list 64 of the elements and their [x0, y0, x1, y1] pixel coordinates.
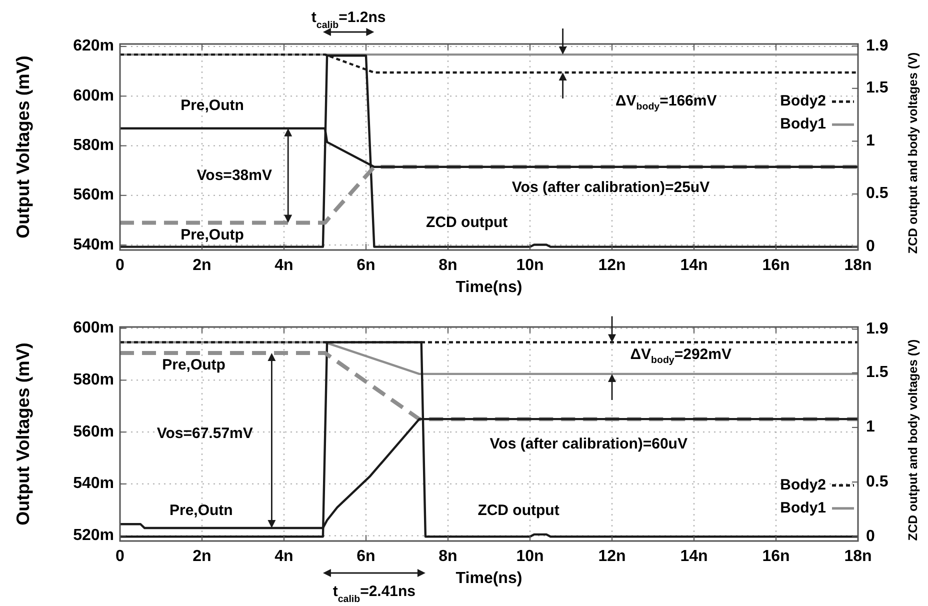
- x-tick-label: 2n: [192, 548, 212, 565]
- legend-label: Body1: [780, 499, 826, 516]
- y2-tick-label: 0: [866, 238, 875, 256]
- y-tick-label: 540m: [73, 475, 114, 492]
- y-tick-label: 560m: [73, 423, 114, 440]
- y2-axis-title: ZCD output and body voltages (V): [906, 339, 920, 541]
- x-tick-label: 12n: [598, 257, 626, 274]
- annotation: Vos (after calibration)=60uV: [490, 436, 688, 453]
- x-axis-title: Time(ns): [456, 570, 522, 587]
- y2-tick-label: 0.5: [866, 473, 888, 490]
- y-tick-label: 580m: [73, 136, 114, 154]
- x-tick-label: 14n: [680, 257, 708, 274]
- series-label: Pre,Outn: [170, 502, 233, 520]
- y-tick-label: 600m: [73, 87, 114, 104]
- x-tick-label: 18n: [844, 548, 872, 565]
- y-tick-label: 600m: [73, 320, 114, 337]
- legend-label: Body1: [780, 116, 826, 133]
- y-axis-title: Output Voltages (mV): [12, 342, 33, 526]
- x-tick-label: 0: [116, 257, 125, 274]
- x-tick-label: 6n: [356, 257, 376, 274]
- x-tick-label: 18n: [844, 257, 872, 274]
- x-tick-label: 6n: [356, 548, 376, 565]
- y2-tick-label: 1: [866, 132, 875, 150]
- x-axis-title: Time(ns): [456, 279, 522, 296]
- y-tick-label: 520m: [73, 527, 114, 544]
- y-tick-label: 580m: [73, 371, 114, 388]
- x-tick-label: 12n: [598, 548, 626, 565]
- y-axis-title: Output Voltages (mV): [12, 56, 33, 238]
- y-tick-label: 540m: [73, 236, 114, 254]
- text: t$_{calib}$=2.41ns: [332, 583, 416, 604]
- x-tick-label: 2n: [192, 257, 212, 274]
- x-tick-label: 4n: [274, 548, 294, 565]
- y2-tick-label: 1.5: [866, 364, 888, 382]
- y2-tick-label: 1.5: [866, 80, 888, 97]
- annotation: Vos (after calibration)=25uV: [512, 179, 710, 196]
- legend-label: Body2: [780, 476, 826, 494]
- x-tick-label: 10n: [516, 257, 544, 274]
- x-tick-label: 16n: [762, 548, 790, 565]
- x-tick-label: 10n: [516, 548, 544, 565]
- series-label: Pre,Outp: [180, 226, 244, 244]
- y2-tick-label: 0: [866, 528, 875, 545]
- y-tick-label: 620m: [73, 38, 114, 55]
- y-tick-label: 560m: [73, 186, 114, 204]
- annotation: ΔV$_{body}$=292mV: [630, 346, 732, 366]
- annotation: ΔV$_{body}$=166mV: [616, 92, 717, 113]
- annotation: Vos=67.57mV: [156, 424, 253, 442]
- y2-tick-label: 1.9: [866, 37, 888, 54]
- series-label: Pre,Outp: [162, 356, 226, 374]
- y2-axis-title: ZCD output and body voltages (V): [906, 52, 920, 254]
- annotation: Vos=38mV: [196, 166, 272, 184]
- text: t$_{calib}$=1.2ns: [311, 9, 386, 30]
- y2-tick-label: 1.9: [866, 320, 888, 338]
- x-tick-label: 8n: [438, 257, 458, 274]
- x-tick-label: 14n: [680, 548, 708, 565]
- x-tick-label: 8n: [438, 548, 458, 565]
- series-label: ZCD output: [478, 502, 560, 520]
- legend-label: Body2: [780, 92, 826, 110]
- x-tick-label: 0: [116, 548, 125, 565]
- series-label: Pre,Outn: [180, 96, 244, 114]
- series-label: ZCD output: [426, 214, 508, 232]
- y2-tick-label: 1: [866, 418, 875, 436]
- x-tick-label: 4n: [274, 257, 294, 274]
- y2-tick-label: 0.5: [866, 185, 888, 202]
- x-tick-label: 16n: [762, 257, 790, 274]
